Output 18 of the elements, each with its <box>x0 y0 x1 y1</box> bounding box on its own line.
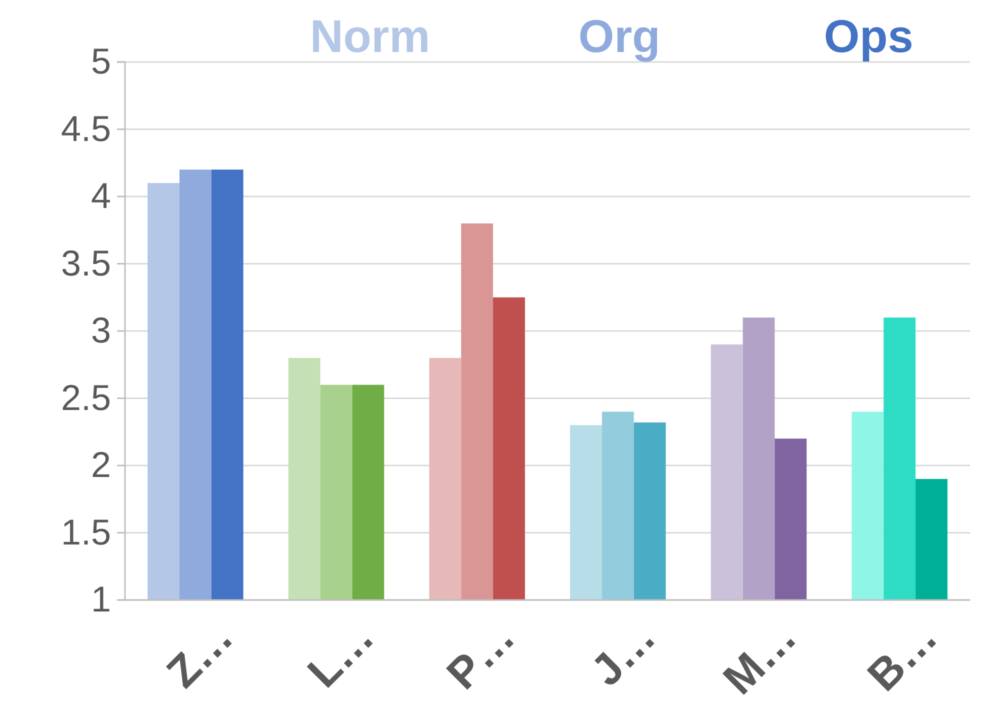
x-tick-label: J… <box>582 612 665 696</box>
x-tick-label: Z… <box>158 612 242 698</box>
x-tick-label: L… <box>298 612 384 698</box>
text: Ops <box>824 10 914 62</box>
y-tick-label: 3.5 <box>60 242 111 284</box>
x-tick-label: M… <box>714 612 806 704</box>
x-tick-label: P… <box>438 612 524 699</box>
y-tick-label: 2 <box>90 444 111 486</box>
text: Norm <box>310 10 430 62</box>
y-tick-label: 1 <box>90 578 111 620</box>
y-tick-label: 4.5 <box>60 108 111 149</box>
x-tick-label: B… <box>858 612 947 701</box>
y-tick-label: 2.5 <box>60 376 111 418</box>
y-tick-label: 1.5 <box>60 511 111 552</box>
text: Org <box>578 10 660 62</box>
y-tick-label: 5 <box>90 40 111 82</box>
y-tick-label: 4 <box>90 175 111 216</box>
y-tick-label: 3 <box>90 310 111 351</box>
